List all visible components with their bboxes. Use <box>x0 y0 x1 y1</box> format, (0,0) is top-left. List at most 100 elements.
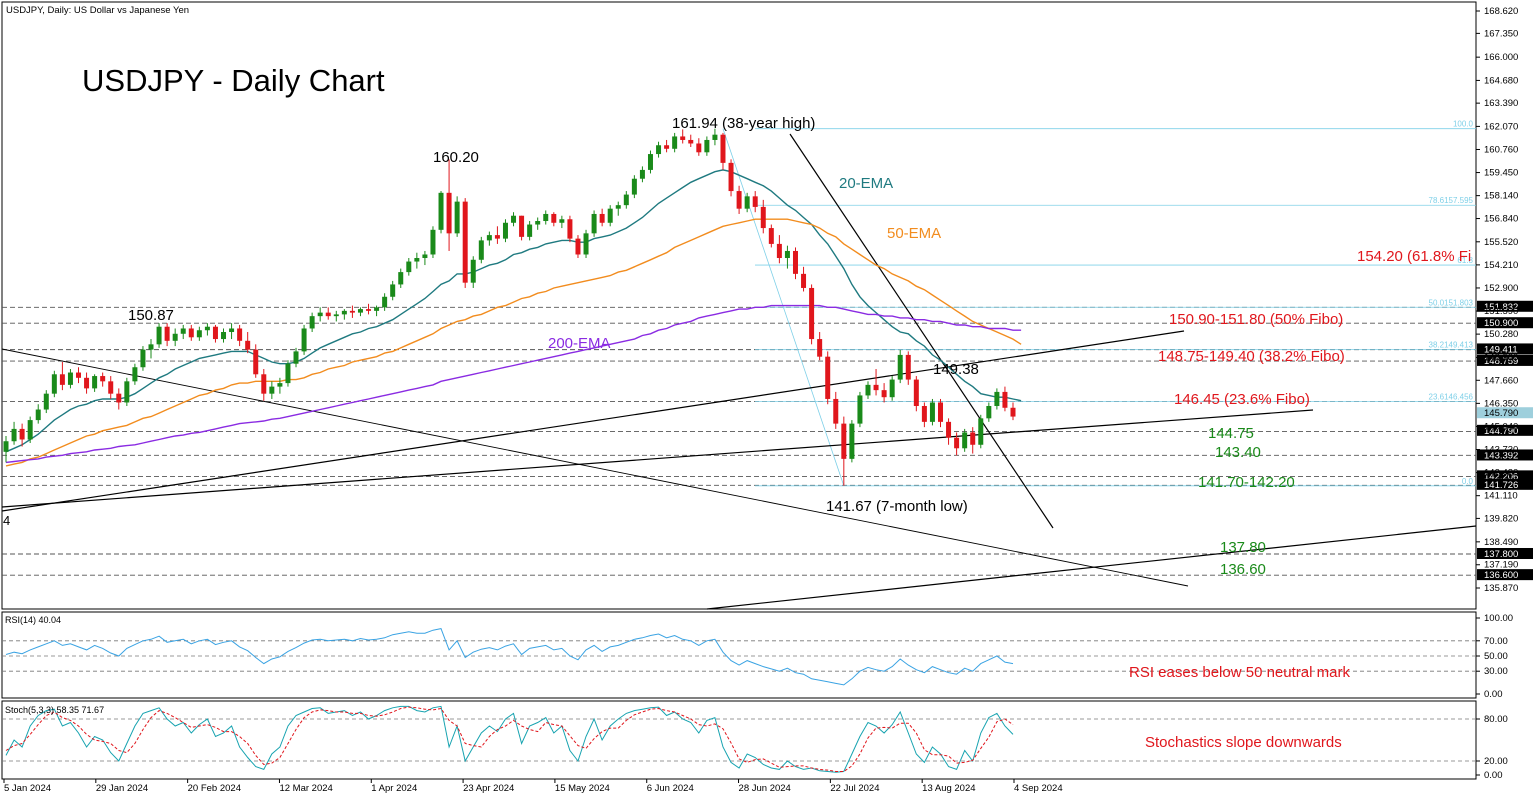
rsi-panel-frame <box>1 611 1477 699</box>
y-tick-label: 155.520 <box>1484 237 1518 248</box>
candle <box>366 303 372 315</box>
candle <box>382 293 388 311</box>
x-tick-label: 6 Jun 2024 <box>647 783 694 794</box>
y-tick-label: 160.760 <box>1484 144 1518 155</box>
candle-body <box>865 384 871 396</box>
y-tick-label: 146.350 <box>1484 398 1518 409</box>
price-tag-box <box>1477 343 1533 355</box>
candle <box>768 224 774 248</box>
candle-body <box>180 328 186 334</box>
candle <box>946 418 952 445</box>
candle-body <box>3 441 9 452</box>
candle-body <box>889 379 895 398</box>
candle <box>430 226 436 259</box>
candle <box>84 372 90 394</box>
candle-body <box>301 328 307 352</box>
rsi-indicator: 100.00 70.00 50.00 30.00 0.00 <box>2 613 1513 700</box>
candle-body <box>253 349 259 375</box>
candle-body <box>744 196 750 209</box>
y-tick-label: 145.040 <box>1484 421 1518 432</box>
candle <box>502 219 508 243</box>
candle <box>132 363 138 385</box>
candle-body <box>656 145 662 155</box>
candle-body <box>736 191 742 209</box>
candle <box>543 210 549 225</box>
candle-body <box>454 201 460 234</box>
candle-body <box>172 333 178 341</box>
x-tick-label: 22 Jul 2024 <box>830 783 879 794</box>
candle <box>269 381 275 399</box>
candle <box>599 208 605 227</box>
price-tag-box <box>1477 449 1533 461</box>
label-144-75: 144.75 <box>1208 425 1254 442</box>
candle-body <box>462 201 468 283</box>
candle <box>374 305 380 317</box>
y-tick-label: 163.390 <box>1484 98 1518 109</box>
candle-body <box>277 383 283 387</box>
candle-body <box>285 363 291 384</box>
candle <box>309 312 315 333</box>
candle <box>801 266 807 292</box>
candle-body <box>792 250 798 274</box>
candle-body <box>317 312 323 317</box>
label-fibo-23-6: 146.45 (23.6% Fibo) <box>1174 391 1310 408</box>
candle <box>954 432 960 456</box>
main-panel-frame <box>1 1 1477 610</box>
candle <box>59 361 65 391</box>
candle <box>897 349 903 384</box>
price-tag-box <box>1477 317 1533 329</box>
candle <box>583 229 589 259</box>
rsi-tick-label: 30.00 <box>1484 666 1508 677</box>
candle-body <box>43 393 49 410</box>
candle <box>841 416 847 486</box>
candle <box>253 344 259 378</box>
candle <box>986 402 992 422</box>
candle <box>881 383 887 403</box>
price-tag-box <box>1477 424 1533 436</box>
candle-body <box>664 145 670 149</box>
stoch-tick-label: 0.00 <box>1484 770 1503 781</box>
candle <box>188 324 194 341</box>
candle <box>11 421 17 445</box>
candle-body <box>897 354 903 380</box>
candle <box>994 388 1000 410</box>
trendline-3 <box>789 133 1054 529</box>
candle-body <box>720 134 726 163</box>
candle-body <box>341 310 347 315</box>
candle <box>857 391 863 428</box>
candle <box>390 280 396 301</box>
rsi-tick-label: 70.00 <box>1484 636 1508 647</box>
candle-body <box>672 136 678 149</box>
candle-body <box>527 224 533 237</box>
label-fibo-61-8: 154.20 (61.8% Fi <box>1357 248 1471 265</box>
y-tick-label: 167.350 <box>1484 28 1518 39</box>
candle <box>470 256 476 288</box>
ema-200-line <box>5 304 1022 464</box>
candle <box>792 247 798 280</box>
rsi-line <box>5 628 1014 686</box>
fib-label-3: 50.0151.803 <box>1429 298 1474 307</box>
candle-body <box>446 192 452 234</box>
label-edge-4: 4 <box>3 513 10 528</box>
candle-body <box>414 258 420 262</box>
candle-body <box>937 402 943 422</box>
trendlines <box>1 133 1477 610</box>
label-50-ema: 50-EMA <box>887 225 941 242</box>
candle <box>913 376 919 412</box>
price-tag-box <box>1477 354 1533 366</box>
price-tag-label: 136.600 <box>1484 570 1518 581</box>
candle <box>825 351 831 405</box>
candle <box>817 332 823 361</box>
candle <box>221 328 227 343</box>
price-tag-label: 151.832 <box>1484 302 1518 313</box>
candle-body <box>261 374 267 394</box>
x-tick-label: 29 Jan 2024 <box>96 783 148 794</box>
candle-body <box>913 379 919 407</box>
candle <box>970 427 976 454</box>
candle-body <box>148 344 154 350</box>
candle-body <box>954 437 960 449</box>
candle-body <box>390 284 396 297</box>
y-tick-label: 162.070 <box>1484 121 1518 132</box>
label-143-40: 143.40 <box>1215 444 1261 461</box>
